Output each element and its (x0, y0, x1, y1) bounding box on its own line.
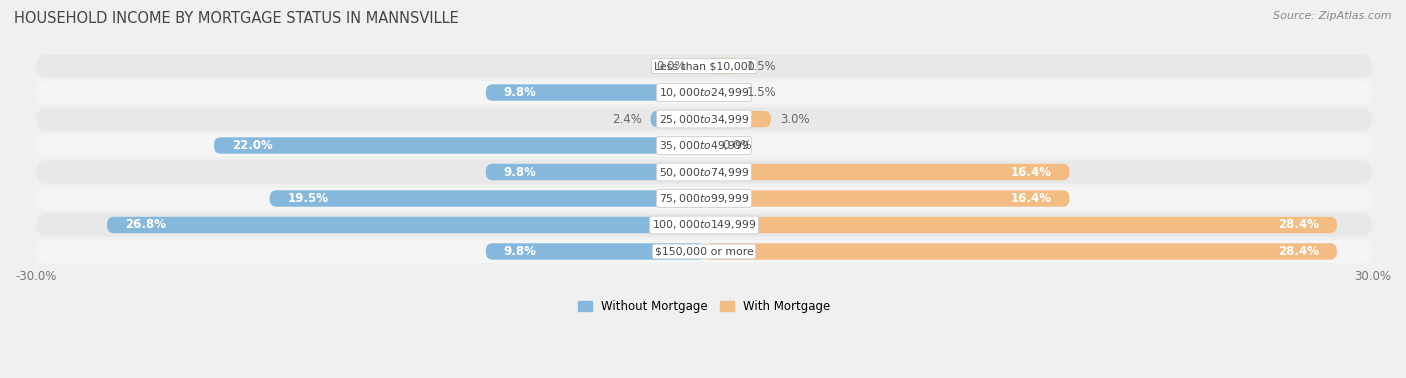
FancyBboxPatch shape (35, 240, 1372, 263)
FancyBboxPatch shape (704, 84, 738, 101)
Text: 3.0%: 3.0% (780, 113, 810, 125)
Text: 28.4%: 28.4% (1278, 218, 1319, 231)
FancyBboxPatch shape (704, 164, 1070, 180)
Text: $35,000 to $49,999: $35,000 to $49,999 (659, 139, 749, 152)
FancyBboxPatch shape (35, 54, 1372, 78)
FancyBboxPatch shape (35, 213, 1372, 237)
Text: 9.8%: 9.8% (503, 245, 537, 258)
FancyBboxPatch shape (35, 160, 1372, 184)
FancyBboxPatch shape (485, 164, 704, 180)
FancyBboxPatch shape (704, 190, 1070, 207)
Text: 0.0%: 0.0% (721, 139, 752, 152)
FancyBboxPatch shape (35, 134, 1372, 157)
Text: 16.4%: 16.4% (1011, 166, 1052, 178)
Legend: Without Mortgage, With Mortgage: Without Mortgage, With Mortgage (572, 296, 835, 318)
Text: 0.0%: 0.0% (657, 60, 686, 73)
Text: 26.8%: 26.8% (125, 218, 166, 231)
Text: $150,000 or more: $150,000 or more (655, 246, 754, 257)
Text: 28.4%: 28.4% (1278, 245, 1319, 258)
FancyBboxPatch shape (107, 217, 704, 233)
FancyBboxPatch shape (35, 81, 1372, 104)
Text: 9.8%: 9.8% (503, 166, 537, 178)
Text: 2.4%: 2.4% (612, 113, 641, 125)
Text: $25,000 to $34,999: $25,000 to $34,999 (659, 113, 749, 125)
Text: Less than $10,000: Less than $10,000 (654, 61, 755, 71)
FancyBboxPatch shape (704, 243, 1337, 260)
FancyBboxPatch shape (651, 111, 704, 127)
FancyBboxPatch shape (214, 137, 704, 154)
Text: HOUSEHOLD INCOME BY MORTGAGE STATUS IN MANNSVILLE: HOUSEHOLD INCOME BY MORTGAGE STATUS IN M… (14, 11, 458, 26)
Text: 16.4%: 16.4% (1011, 192, 1052, 205)
Text: $50,000 to $74,999: $50,000 to $74,999 (659, 166, 749, 178)
FancyBboxPatch shape (35, 107, 1372, 131)
FancyBboxPatch shape (704, 111, 770, 127)
Text: 1.5%: 1.5% (747, 86, 776, 99)
Text: 22.0%: 22.0% (232, 139, 273, 152)
Text: 19.5%: 19.5% (287, 192, 329, 205)
Text: $10,000 to $24,999: $10,000 to $24,999 (659, 86, 749, 99)
FancyBboxPatch shape (485, 243, 704, 260)
Text: $100,000 to $149,999: $100,000 to $149,999 (652, 218, 756, 231)
FancyBboxPatch shape (270, 190, 704, 207)
Text: 9.8%: 9.8% (503, 86, 537, 99)
FancyBboxPatch shape (485, 84, 704, 101)
Text: $75,000 to $99,999: $75,000 to $99,999 (659, 192, 749, 205)
FancyBboxPatch shape (704, 58, 738, 74)
Text: 1.5%: 1.5% (747, 60, 776, 73)
FancyBboxPatch shape (35, 187, 1372, 210)
FancyBboxPatch shape (704, 217, 1337, 233)
Text: Source: ZipAtlas.com: Source: ZipAtlas.com (1274, 11, 1392, 21)
